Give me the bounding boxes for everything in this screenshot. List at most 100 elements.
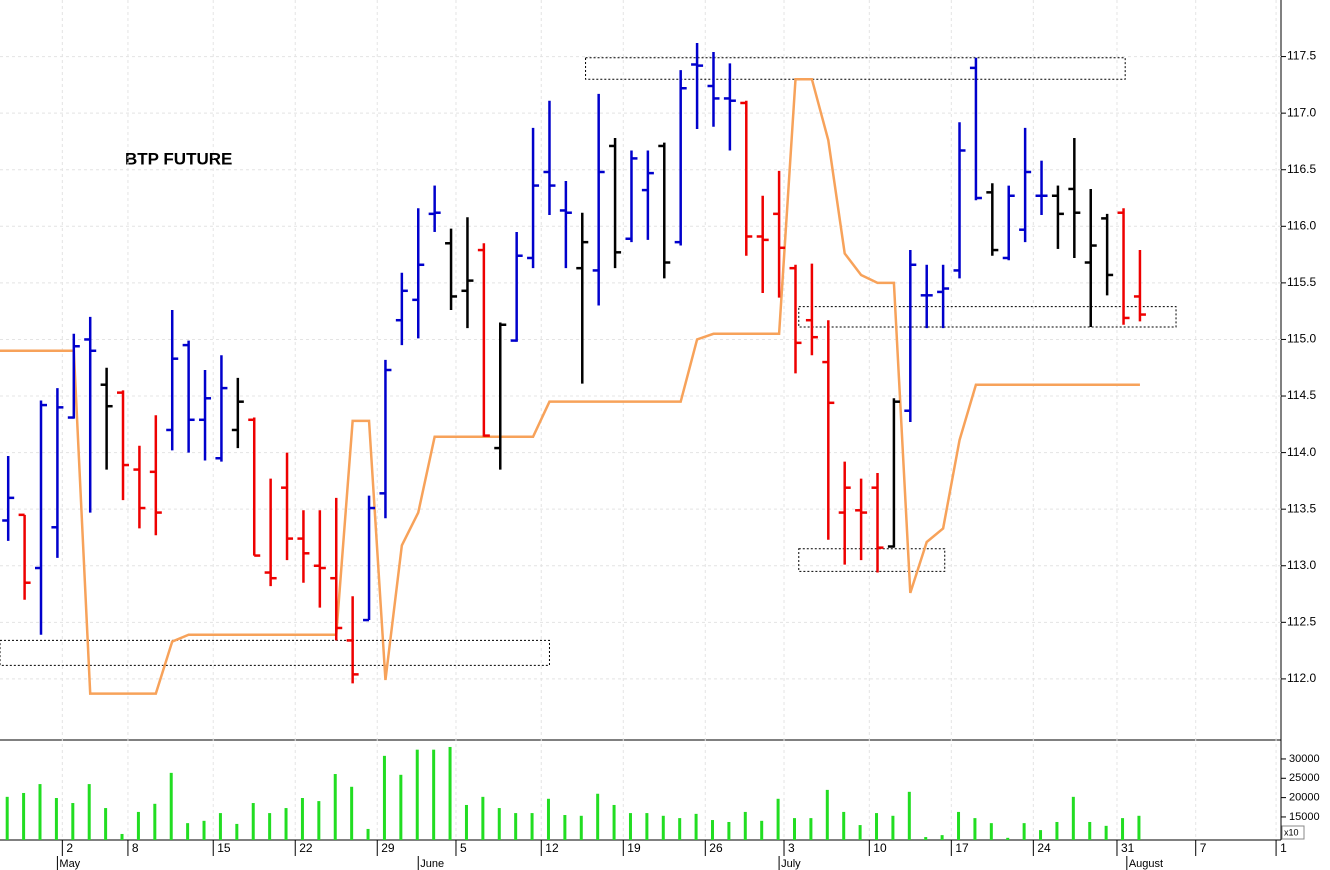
volume-bar — [579, 815, 583, 840]
zone — [0, 639, 550, 666]
volume-bar — [104, 808, 108, 840]
volume-bar — [710, 820, 714, 840]
x-tick-label: 15 — [217, 841, 231, 855]
volume-bar — [333, 774, 337, 840]
volume-bar — [957, 811, 961, 840]
volume-bar — [284, 808, 288, 840]
volume-bar — [382, 755, 386, 840]
volume-bar — [136, 811, 140, 840]
volume-bar — [661, 815, 665, 840]
zone — [798, 548, 946, 572]
volume-bar — [858, 825, 862, 840]
volume-bar — [760, 820, 764, 840]
chart-title: BTP FUTURE — [125, 149, 232, 168]
y-tick-label: 112.0 — [1287, 671, 1316, 685]
volume-bar — [169, 772, 173, 840]
volume-bar — [186, 823, 190, 840]
indicator-line — [0, 77, 1140, 695]
y-tick-label: 114.0 — [1287, 445, 1316, 459]
x-tick-label: 1 — [1280, 841, 1287, 855]
volume-bar — [153, 803, 157, 840]
volume-bar — [907, 791, 911, 840]
volume-bar — [1022, 823, 1026, 840]
volume-bar — [530, 813, 534, 840]
volume-bar — [464, 804, 468, 840]
volume-bar — [1137, 815, 1141, 840]
month-label: August — [1129, 858, 1163, 870]
volume-bar — [87, 784, 91, 840]
x-tick-label: 5 — [460, 841, 467, 855]
x-tick-label: 3 — [788, 841, 795, 855]
volume-bar — [1121, 818, 1125, 840]
volume-bar — [235, 823, 239, 840]
y-tick-label: 113.5 — [1287, 501, 1316, 515]
x-tick-label: 2 — [66, 841, 73, 855]
volume-bar — [596, 793, 600, 840]
x-tick-label: 12 — [545, 841, 559, 855]
x-tick-label: 29 — [381, 841, 395, 855]
volume-bar — [120, 833, 124, 840]
volume-bar — [497, 808, 501, 840]
y-tick-label: 112.5 — [1287, 614, 1316, 628]
volume-bar — [218, 813, 222, 840]
volume-bar — [366, 828, 370, 840]
x-tick-label: 17 — [955, 841, 969, 855]
volume-bar — [645, 813, 649, 840]
y-tick-label: 117.5 — [1287, 49, 1316, 63]
volume-bar — [432, 749, 436, 840]
x-tick-label: 7 — [1200, 841, 1207, 855]
volume-bar — [678, 818, 682, 840]
volume-bar — [448, 746, 452, 840]
x-tick-label: 26 — [709, 841, 723, 855]
x-tick-label: 31 — [1121, 841, 1135, 855]
y-tick-label: 20000 — [1289, 792, 1320, 804]
x-tick-label: 24 — [1037, 841, 1051, 855]
volume-bar — [842, 811, 846, 840]
y-tick-label: 25000 — [1289, 772, 1320, 784]
y-tick-label: 113.0 — [1287, 558, 1316, 572]
volume-bar — [694, 813, 698, 840]
volume-bar — [1006, 837, 1010, 840]
zone — [585, 57, 1126, 80]
volume-bar — [727, 821, 731, 840]
volume-bar — [546, 798, 550, 840]
volume-bar — [317, 801, 321, 840]
volume-bar — [54, 798, 58, 840]
y-tick-label: 15000 — [1289, 811, 1320, 823]
volume-bar — [481, 796, 485, 840]
x-tick-label: 19 — [627, 841, 641, 855]
volume-bar — [1088, 821, 1092, 840]
volume-bar — [415, 749, 419, 840]
volume-bar — [628, 813, 632, 840]
volume-bar — [71, 803, 75, 840]
zone — [798, 306, 1177, 328]
y-tick-label: 116.5 — [1287, 162, 1316, 176]
volume-bar — [300, 798, 304, 840]
volume-bar — [5, 796, 9, 840]
y-tick-label: 115.0 — [1287, 332, 1316, 346]
volume-bar — [38, 784, 42, 840]
y-tick-label: 114.5 — [1287, 388, 1316, 402]
volume-bar — [514, 813, 518, 840]
volume-bar — [989, 823, 993, 840]
volume-bar — [268, 813, 272, 840]
volume-bar — [1071, 796, 1075, 840]
x-tick-label: 10 — [873, 841, 887, 855]
y-tick-label: 117.0 — [1287, 105, 1316, 119]
y-tick-label: 116.0 — [1287, 218, 1316, 232]
month-label: May — [59, 858, 80, 870]
volume-bar — [973, 818, 977, 840]
volume-bar — [22, 792, 26, 840]
volume-bar — [743, 811, 747, 840]
volume-bar — [563, 815, 567, 840]
volume-bar — [924, 837, 928, 840]
volume-bar — [202, 820, 206, 840]
volume-bar — [350, 786, 354, 840]
volume-bar — [399, 774, 403, 840]
volume-bar — [825, 789, 829, 840]
month-label: June — [420, 858, 444, 870]
x-tick-label: 8 — [132, 841, 139, 855]
volume-bar — [1039, 830, 1043, 840]
volume-bar — [875, 813, 879, 840]
